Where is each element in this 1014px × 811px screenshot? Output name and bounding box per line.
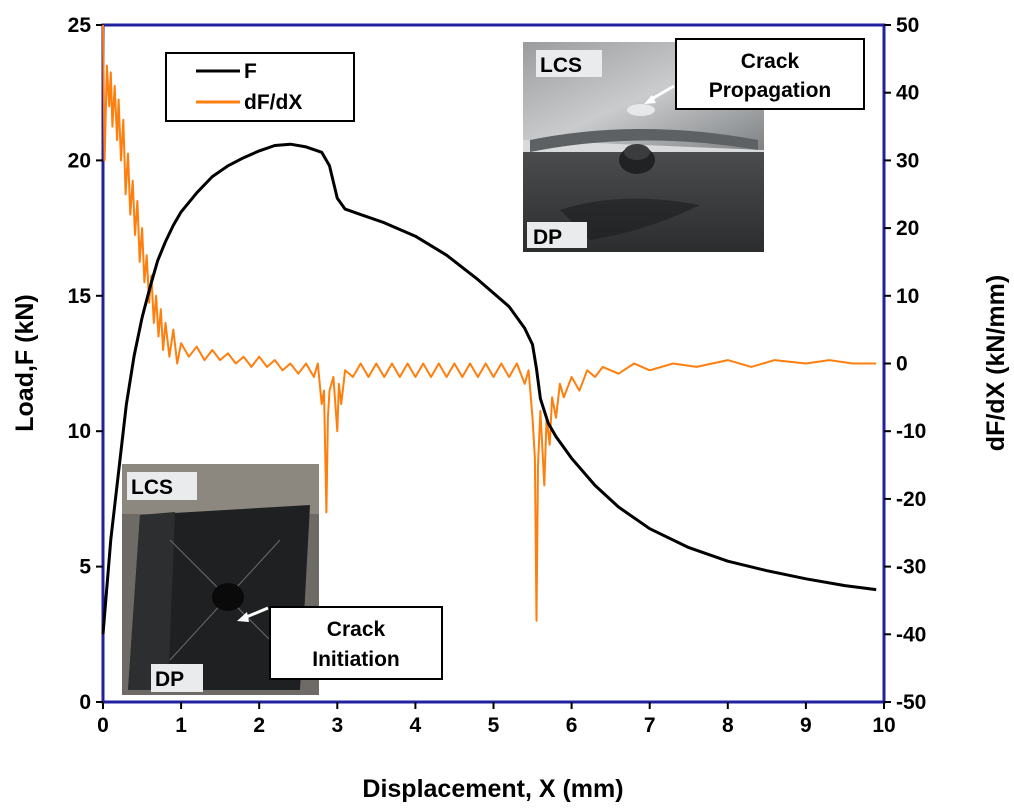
left-axis-title: Load,F (kN)	[11, 294, 39, 432]
series-line-dfdx	[102, 24, 877, 622]
left-tick-label: 0	[79, 691, 91, 714]
right-tick-label: 30	[896, 149, 919, 172]
x-tick-label: 5	[488, 714, 500, 737]
left-tick-label: 10	[68, 420, 91, 443]
right-tick-label: -40	[896, 623, 926, 646]
callout-initiation-line1: Crack	[327, 618, 386, 641]
right-tick-label: 40	[896, 82, 919, 105]
right-tick-label: 50	[896, 14, 919, 37]
series-layer	[101, 24, 877, 635]
right-tick-label: 10	[896, 285, 919, 308]
lcs-label-top: LCS	[540, 54, 582, 77]
x-tick-label: 9	[800, 714, 812, 737]
left-axis-ticks: 0 5 10 15 20 25	[68, 14, 103, 714]
x-tick-label: 6	[566, 714, 578, 737]
x-tick-label: 0	[97, 714, 109, 737]
legend-label-dfdx: dF/dX	[244, 91, 302, 114]
legend: F dF/dX	[165, 52, 355, 122]
x-axis-title: Displacement, X (mm)	[362, 775, 623, 803]
callout-propagation-line1: Crack	[741, 50, 800, 73]
x-tick-label: 8	[722, 714, 734, 737]
callout-propagation-line2: Propagation	[709, 79, 832, 102]
dp-label-bottom: DP	[155, 668, 184, 691]
crack-propagation-photo: LCS DP Crack Propagation	[523, 38, 865, 252]
crack-propagation-callout	[675, 38, 865, 110]
right-tick-label: -30	[896, 556, 926, 579]
x-tick-label: 2	[253, 714, 265, 737]
callout-initiation-line2: Initiation	[312, 648, 400, 671]
x-tick-label: 1	[175, 714, 187, 737]
right-axis-ticks: -50 -40 -30 -20 -10 0 10 20 30 40 50	[884, 14, 926, 714]
left-tick-label: 5	[79, 556, 91, 579]
right-tick-label: 20	[896, 217, 919, 240]
legend-box	[165, 52, 355, 122]
series-line-load	[101, 142, 877, 635]
x-axis-ticks: 0 1 2 3 4 5 6 7 8 9 10	[97, 702, 896, 737]
right-axis-title: dF/dX (kN/mm)	[982, 275, 1010, 451]
left-tick-label: 25	[68, 14, 92, 37]
x-tick-label: 7	[644, 714, 656, 737]
right-tick-label: -50	[896, 691, 926, 714]
left-tick-label: 15	[68, 285, 92, 308]
right-tick-label: -10	[896, 420, 926, 443]
crack-initiation-photo: LCS DP Crack Initiation	[122, 464, 443, 695]
legend-label-f: F	[244, 60, 257, 83]
x-tick-label: 10	[872, 714, 895, 737]
x-tick-label: 4	[410, 714, 422, 737]
lcs-label-bottom: LCS	[131, 476, 173, 499]
right-tick-label: 0	[896, 353, 908, 376]
left-tick-label: 20	[68, 149, 91, 172]
crack-initiation-callout	[269, 606, 443, 680]
right-tick-label: -20	[896, 488, 926, 511]
x-tick-label: 3	[331, 714, 343, 737]
dp-label-top: DP	[533, 226, 562, 249]
